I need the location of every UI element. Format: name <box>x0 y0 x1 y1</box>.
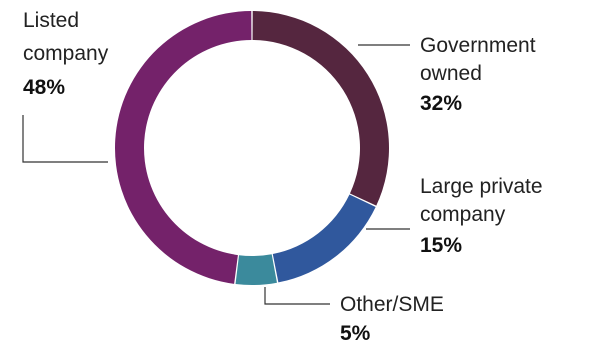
slice-label-name-line: owned <box>420 62 482 85</box>
slice-label-name-line: Listed <box>23 9 79 32</box>
donut-slice-government-owned <box>252 11 390 206</box>
donut-slice-large-private-company <box>272 194 376 283</box>
slice-label-other-sme: Other/SME 5% <box>340 293 444 345</box>
slice-value-label: 5% <box>340 322 371 345</box>
donut-slice-listed-company <box>115 11 252 284</box>
slice-value-label: 32% <box>420 92 462 115</box>
donut-slice-other-sme <box>235 254 277 285</box>
slice-label-name-line: company <box>420 203 506 226</box>
slice-label-name-line: Large private <box>420 175 543 198</box>
leader-line-other-sme <box>264 287 330 305</box>
slice-label-listed-company: Listed company 48% <box>23 9 109 99</box>
slice-label-name-line: Government <box>420 34 536 57</box>
slice-label-name-line: company <box>23 42 109 65</box>
slice-label-government-owned: Government owned 32% <box>420 34 536 115</box>
slice-value-label: 48% <box>23 76 65 99</box>
donut-slices <box>115 11 390 285</box>
leader-line-listed-company <box>22 115 108 163</box>
slice-label-large-private-company: Large private company 15% <box>420 175 543 257</box>
slice-value-label: 15% <box>420 234 462 257</box>
slice-label-name-line: Other/SME <box>340 293 444 316</box>
